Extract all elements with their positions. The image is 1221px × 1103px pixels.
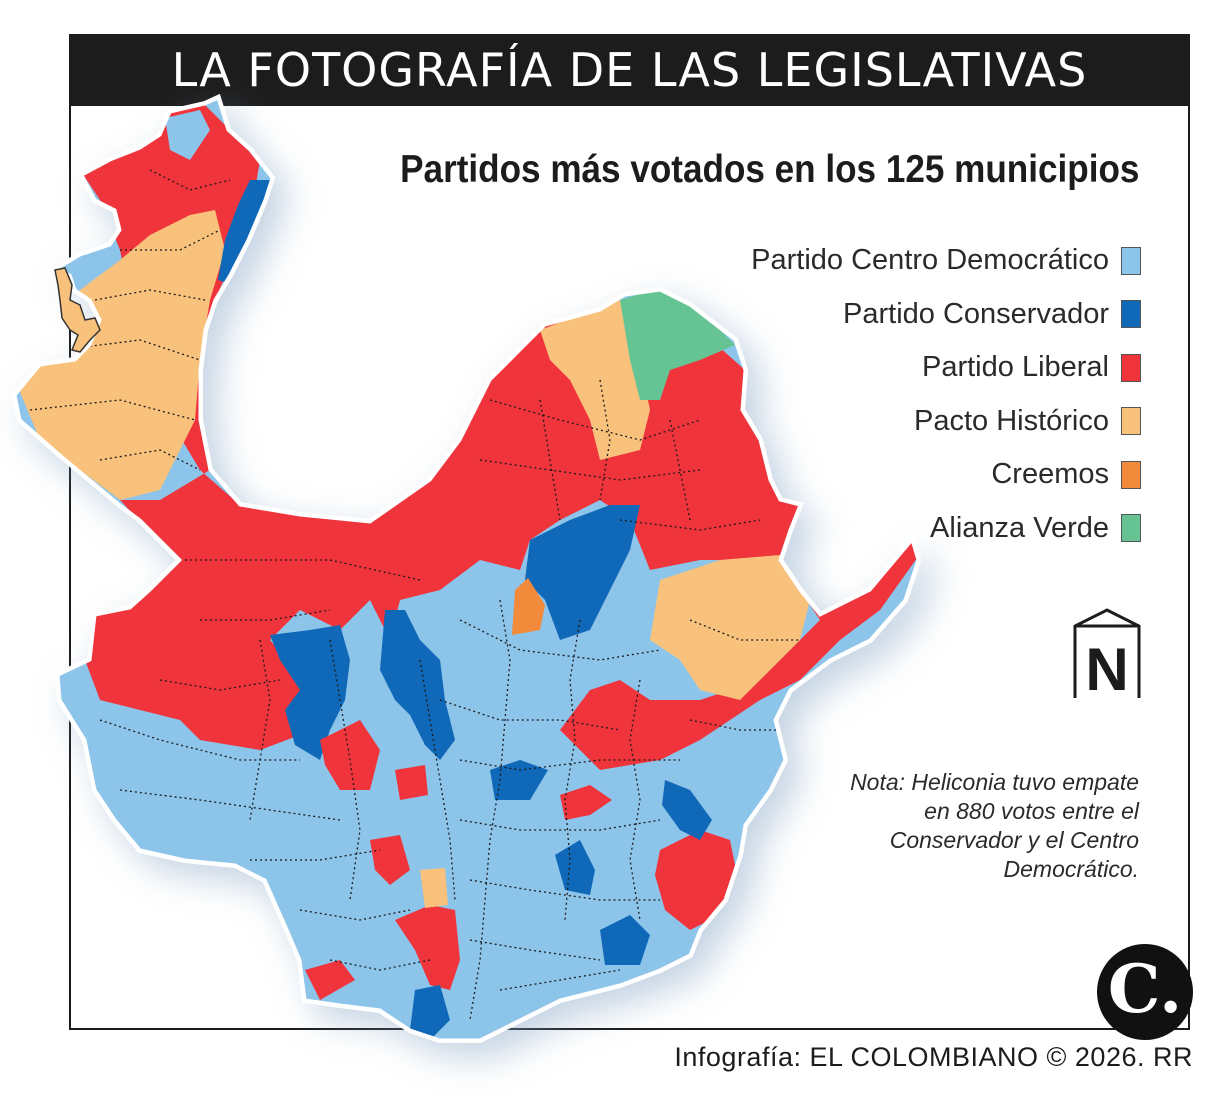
region-conservador-south1 <box>490 760 548 800</box>
region-pacto-northeast <box>540 300 650 460</box>
region-cd-north-tip <box>165 110 210 160</box>
region-pacto-east <box>650 555 810 700</box>
region-liberal-southeast <box>655 830 738 930</box>
north-label: N <box>1085 636 1128 700</box>
legend-swatch <box>1121 300 1141 329</box>
region-pacto-south <box>420 868 448 908</box>
el-colombiano-logo: C. <box>1097 944 1193 1040</box>
legend-label: Partido Centro Democrático <box>751 244 1109 277</box>
map-legend: Partido Centro Democrático Partido Conse… <box>681 234 1141 555</box>
legend-label: Partido Liberal <box>922 351 1109 384</box>
logo-letter: C. <box>1107 950 1183 1028</box>
region-liberal-south2 <box>395 765 428 800</box>
region-conservador-south5 <box>410 985 450 1040</box>
legend-swatch <box>1121 514 1141 543</box>
region-conservador-south2 <box>555 840 595 895</box>
legend-swatch <box>1121 407 1141 436</box>
region-conservador-south4 <box>662 780 712 840</box>
legend-swatch <box>1121 460 1141 489</box>
region-liberal-south3 <box>370 835 410 885</box>
legend-label: Partido Conservador <box>843 297 1109 330</box>
region-conservador-south3 <box>600 915 650 965</box>
region-conservador-uraba <box>218 180 272 285</box>
region-liberal-south5 <box>305 960 355 1000</box>
gulf-coastline <box>54 267 101 353</box>
region-alianza-verde <box>620 288 735 400</box>
region-conservador-west <box>270 625 350 760</box>
map-subtitle: Partidos más votados en los 125 municipi… <box>399 148 1139 191</box>
infographic-frame <box>69 34 1190 1030</box>
legend-label: Creemos <box>991 458 1109 491</box>
region-pacto-uraba <box>15 210 225 500</box>
legend-swatch <box>1121 246 1141 275</box>
legend-swatch <box>1121 353 1141 382</box>
page-title: LA FOTOGRAFÍA DE LAS LEGISLATIVAS <box>171 43 1088 97</box>
legend-item-pacto-historico: Pacto Histórico <box>681 395 1141 449</box>
region-conservador-central-north <box>525 505 640 640</box>
region-conservador-west2 <box>380 610 455 760</box>
region-liberal-south1 <box>320 720 380 790</box>
legend-item-conservador: Partido Conservador <box>681 288 1141 342</box>
region-liberal-south6 <box>560 785 612 820</box>
legend-label: Pacto Histórico <box>913 404 1109 437</box>
map-note: Nota: Heliconia tuvo empate en 880 votos… <box>850 769 1139 882</box>
legend-item-alianza-verde: Alianza Verde <box>681 502 1141 556</box>
legend-item-centro-democratico: Partido Centro Democrático <box>681 234 1141 288</box>
credit-line: Infografía: EL COLOMBIANO © 2026. RR <box>674 1042 1193 1072</box>
legend-item-creemos: Creemos <box>681 448 1141 502</box>
legend-label: Alianza Verde <box>930 511 1109 544</box>
region-creemos <box>512 578 545 635</box>
region-liberal-south4 <box>395 905 460 990</box>
municipality-boundaries <box>29 169 800 1021</box>
north-arrow-icon: N <box>1073 608 1141 703</box>
title-bar: LA FOTOGRAFÍA DE LAS LEGISLATIVAS <box>69 34 1190 106</box>
region-liberal-north <box>60 100 918 770</box>
legend-item-liberal: Partido Liberal <box>681 341 1141 395</box>
